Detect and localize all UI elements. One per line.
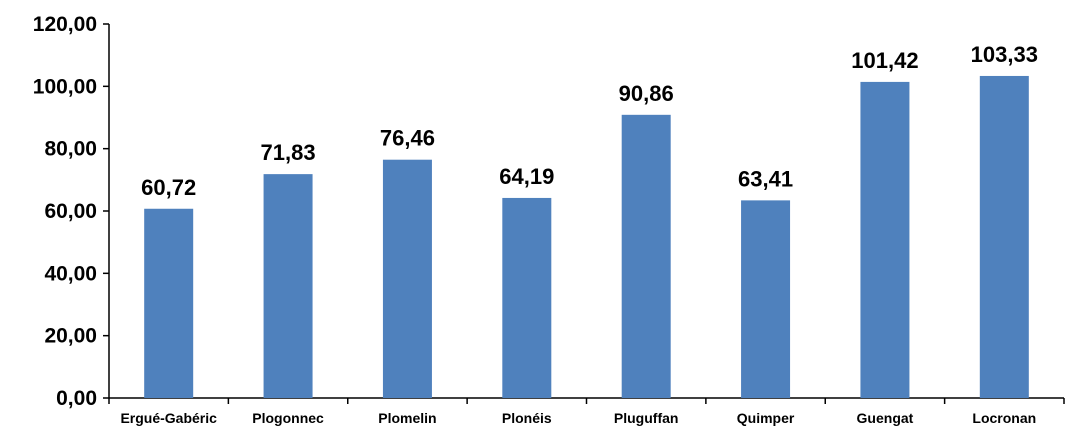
bar <box>382 159 432 398</box>
data-label: 103,33 <box>971 42 1038 67</box>
bar <box>860 81 910 399</box>
x-tick-label: Ergué-Gabéric <box>120 410 217 426</box>
y-tick-label: 20,00 <box>44 325 97 348</box>
y-tick-label: 40,00 <box>44 262 97 285</box>
bar <box>263 174 313 398</box>
y-tick-label: 120,00 <box>33 13 97 36</box>
data-label: 63,41 <box>738 166 793 191</box>
y-tick-label: 0,00 <box>56 387 97 410</box>
data-label: 90,86 <box>619 81 674 106</box>
x-tick-label: Guengat <box>857 410 914 426</box>
data-label: 60,72 <box>141 175 196 200</box>
bars <box>144 75 1029 399</box>
bar <box>741 200 791 398</box>
bar <box>621 114 671 398</box>
data-label: 64,19 <box>499 164 554 189</box>
y-tick-label: 100,00 <box>33 75 97 98</box>
x-tick-label: Plonéis <box>502 410 552 426</box>
x-tick-label: Plomelin <box>378 410 436 426</box>
x-axis: Ergué-Gabéric Plogonnec Plomelin Plonéis Plu… <box>108 397 1065 426</box>
bar <box>502 197 552 398</box>
bar <box>144 208 194 398</box>
bar <box>979 75 1029 398</box>
y-tick-label: 80,00 <box>44 138 97 161</box>
x-tick-label: Pluguffan <box>614 410 679 426</box>
y-tick-label: 60,00 <box>44 200 97 223</box>
data-label: 101,42 <box>851 48 918 73</box>
x-tick-label: Plogonnec <box>252 410 324 426</box>
x-tick-label: Quimper <box>737 410 795 426</box>
data-label: 71,83 <box>261 140 316 165</box>
x-tick-label: Locronan <box>972 410 1036 426</box>
y-axis: 0,00 20,00 40,00 60,00 80,00 100,00 120,00 <box>33 13 110 410</box>
data-labels: 60,72 71,83 76,46 64,19 90,86 63,41 101,42 103,… <box>141 42 1038 200</box>
data-label: 76,46 <box>380 126 435 151</box>
